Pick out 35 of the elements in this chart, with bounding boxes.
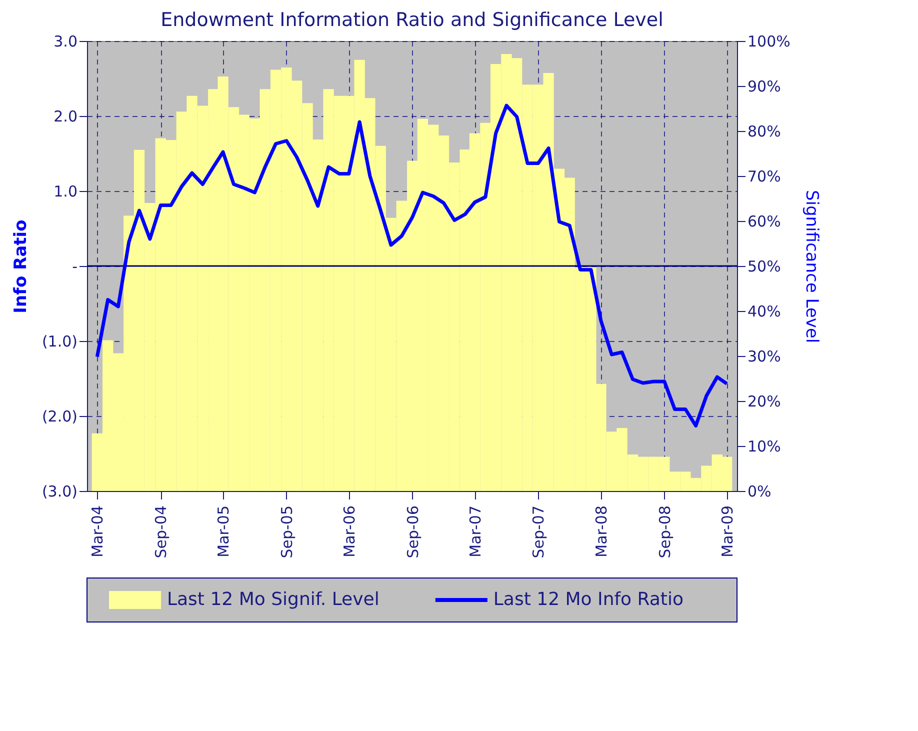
y-tick-label: 2.0 bbox=[54, 108, 78, 126]
x-tick-label: Sep-06 bbox=[404, 506, 422, 558]
y2-tick-label: 70% bbox=[748, 168, 781, 186]
y2-tick-label: 0% bbox=[748, 482, 772, 500]
x-tick-label: Mar-05 bbox=[214, 506, 233, 558]
y2-tick-label: 10% bbox=[748, 438, 781, 456]
y-tick-label: 3.0 bbox=[54, 32, 78, 50]
y2-tick-label: 40% bbox=[748, 302, 781, 320]
y2-tick-label: 60% bbox=[748, 212, 781, 230]
line-series bbox=[95, 104, 729, 428]
y2-tick-label: 30% bbox=[748, 348, 781, 366]
y2-axis-title: Significance Level bbox=[801, 190, 822, 344]
legend-label: Last 12 Mo Info Ratio bbox=[493, 589, 684, 610]
x-tick-label: Sep-08 bbox=[656, 506, 674, 558]
x-tick-label: Sep-04 bbox=[152, 506, 170, 558]
x-tick-label: Mar-08 bbox=[592, 506, 610, 558]
x-tick-label: Mar-06 bbox=[340, 506, 358, 558]
y2-tick-label: 20% bbox=[748, 392, 781, 410]
chart-title: Endowment Information Ratio and Significance Level bbox=[160, 9, 664, 31]
x-tick-label: Sep-07 bbox=[530, 506, 548, 558]
x-tick-label: Mar-07 bbox=[466, 506, 484, 558]
x-tick-label: Sep-05 bbox=[278, 506, 296, 558]
x-tick-label: Mar-04 bbox=[88, 506, 107, 558]
y-tick-label: - bbox=[72, 258, 78, 276]
y-tick-label: (1.0) bbox=[42, 332, 78, 350]
y-axis-title: Info Ratio bbox=[10, 220, 31, 314]
y2-tick-label: 80% bbox=[748, 122, 781, 140]
y-tick-label: (3.0) bbox=[42, 482, 78, 500]
y2-tick-label: 100% bbox=[748, 32, 790, 50]
y2-tick-label: 90% bbox=[748, 78, 781, 96]
y-tick-label: (2.0) bbox=[42, 408, 78, 426]
y2-tick-label: 50% bbox=[748, 258, 781, 276]
y-tick-label: 1.0 bbox=[54, 182, 78, 200]
x-tick-label: Mar-09 bbox=[718, 506, 736, 558]
legend-label: Last 12 Mo Signif. Level bbox=[167, 589, 380, 610]
